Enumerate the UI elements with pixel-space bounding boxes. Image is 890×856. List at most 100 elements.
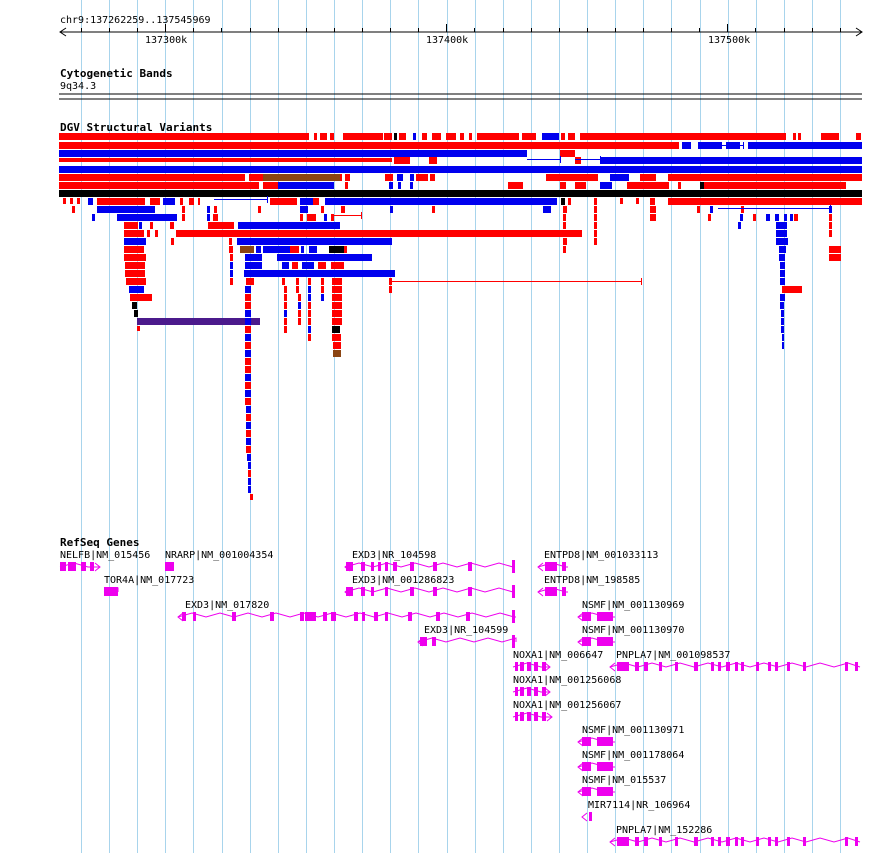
variant-bar[interactable] bbox=[229, 238, 232, 245]
gene-exon[interactable] bbox=[617, 662, 629, 671]
variant-bar[interactable] bbox=[230, 262, 233, 269]
gene-exon[interactable] bbox=[385, 612, 388, 621]
gene-label[interactable]: NSMF|NM_015537 bbox=[582, 775, 667, 786]
variant-bar[interactable] bbox=[137, 326, 140, 331]
variant-bar[interactable] bbox=[63, 198, 66, 204]
variant-bar[interactable] bbox=[390, 206, 393, 213]
variant-bar[interactable] bbox=[134, 310, 138, 317]
variant-bar[interactable] bbox=[59, 133, 309, 140]
gene-exon[interactable] bbox=[562, 562, 566, 571]
gene-exon[interactable] bbox=[675, 837, 678, 846]
variant-bar[interactable] bbox=[668, 198, 862, 205]
variant-bar[interactable] bbox=[432, 133, 441, 140]
variant-bar[interactable] bbox=[708, 214, 711, 221]
variant-bar[interactable] bbox=[340, 174, 342, 181]
variant-bar[interactable] bbox=[302, 262, 314, 269]
gene-label[interactable]: NSMF|NM_001178064 bbox=[582, 750, 685, 761]
variant-bar[interactable] bbox=[698, 142, 722, 149]
variant-bar[interactable] bbox=[332, 286, 342, 293]
gene-label[interactable]: NRARP|NM_001004354 bbox=[165, 550, 274, 561]
gene-exon[interactable] bbox=[420, 637, 427, 646]
variant-bar[interactable] bbox=[320, 133, 327, 140]
gene-label[interactable]: EXD3|NR_104598 bbox=[352, 550, 437, 561]
gene-exon[interactable] bbox=[855, 662, 858, 671]
variant-bar[interactable] bbox=[292, 262, 298, 269]
variant-bar[interactable] bbox=[229, 246, 233, 253]
variant-bar[interactable] bbox=[508, 182, 523, 189]
variant-bar[interactable] bbox=[245, 302, 251, 309]
variant-bar[interactable] bbox=[124, 246, 144, 253]
variant-bar[interactable] bbox=[245, 318, 251, 325]
variant-bar[interactable] bbox=[147, 230, 150, 237]
variant-bar[interactable] bbox=[230, 270, 233, 277]
variant-bar[interactable] bbox=[477, 133, 519, 140]
variant-bar[interactable] bbox=[563, 230, 566, 237]
variant-bar[interactable] bbox=[332, 310, 342, 317]
gene-label[interactable]: TOR4A|NM_017723 bbox=[104, 575, 195, 586]
cytoband-track-title[interactable]: Cytogenetic Bands bbox=[60, 67, 173, 80]
dgv-track-title[interactable]: DGV Structural Variants bbox=[60, 121, 213, 134]
variant-bar[interactable] bbox=[321, 206, 324, 213]
variant-bar[interactable] bbox=[324, 214, 327, 221]
variant-bar[interactable] bbox=[308, 310, 311, 317]
variant-bar[interactable] bbox=[568, 198, 571, 205]
gene-exon[interactable] bbox=[589, 812, 592, 821]
variant-bar[interactable] bbox=[308, 302, 311, 309]
variant-bar[interactable] bbox=[429, 157, 437, 164]
variant-bar[interactable] bbox=[230, 254, 233, 261]
variant-bar[interactable] bbox=[563, 206, 567, 213]
variant-bar[interactable] bbox=[245, 310, 251, 317]
variant-bar[interactable] bbox=[560, 182, 566, 189]
gene-label[interactable]: NSMF|NM_001130970 bbox=[582, 625, 685, 636]
gene-label[interactable]: NSMF|NM_001130971 bbox=[582, 725, 685, 736]
gene-exon[interactable] bbox=[232, 612, 236, 621]
variant-bar[interactable] bbox=[208, 222, 234, 229]
variant-bar[interactable] bbox=[321, 294, 324, 301]
variant-bar[interactable] bbox=[176, 230, 582, 237]
variant-bar[interactable] bbox=[594, 206, 597, 213]
gene-exon[interactable] bbox=[468, 562, 472, 571]
variant-bar[interactable] bbox=[214, 206, 217, 213]
gene-exon[interactable] bbox=[597, 762, 613, 771]
variant-bar[interactable] bbox=[182, 206, 185, 213]
variant-bar[interactable] bbox=[244, 270, 395, 277]
variant-bar[interactable] bbox=[124, 222, 138, 229]
gene-exon[interactable] bbox=[718, 837, 721, 846]
gene-exon[interactable] bbox=[597, 637, 613, 646]
variant-bar[interactable] bbox=[248, 486, 251, 493]
gene-exon[interactable] bbox=[562, 587, 566, 596]
gene-label[interactable]: ENTPD8|NM_198585 bbox=[544, 575, 641, 586]
variant-bar[interactable] bbox=[300, 214, 303, 221]
gene-exon[interactable] bbox=[520, 687, 524, 696]
gene-exon[interactable] bbox=[635, 662, 639, 671]
variant-bar[interactable] bbox=[245, 382, 251, 389]
gene-exon[interactable] bbox=[331, 612, 336, 621]
gene-exon[interactable] bbox=[741, 662, 744, 671]
variant-bar[interactable] bbox=[413, 133, 416, 140]
variant-bar[interactable] bbox=[394, 157, 410, 164]
variant-bar[interactable] bbox=[780, 294, 785, 301]
variant-bar[interactable] bbox=[793, 133, 796, 140]
gene-exon[interactable] bbox=[756, 662, 759, 671]
variant-bar[interactable] bbox=[594, 198, 597, 205]
gene-exon[interactable] bbox=[515, 662, 518, 671]
variant-bar[interactable] bbox=[245, 374, 251, 381]
gene-exon[interactable] bbox=[527, 712, 531, 721]
gene-exon[interactable] bbox=[659, 662, 662, 671]
gene-exon[interactable] bbox=[468, 587, 472, 596]
variant-bar[interactable] bbox=[300, 206, 308, 213]
variant-bar[interactable] bbox=[398, 182, 401, 189]
variant-bar[interactable] bbox=[781, 326, 784, 333]
variant-bar[interactable] bbox=[341, 206, 345, 213]
variant-bar[interactable] bbox=[568, 133, 575, 140]
variant-bar[interactable] bbox=[345, 182, 348, 189]
variant-bar[interactable] bbox=[636, 198, 639, 204]
gene-exon[interactable] bbox=[361, 562, 365, 571]
variant-bar[interactable] bbox=[245, 286, 251, 293]
variant-bar[interactable] bbox=[150, 198, 160, 205]
gene-exon[interactable] bbox=[534, 712, 538, 721]
variant-bar[interactable] bbox=[245, 334, 251, 341]
gene-exon[interactable] bbox=[371, 562, 374, 571]
variant-bar[interactable] bbox=[333, 342, 341, 349]
gene-exon[interactable] bbox=[542, 687, 546, 696]
